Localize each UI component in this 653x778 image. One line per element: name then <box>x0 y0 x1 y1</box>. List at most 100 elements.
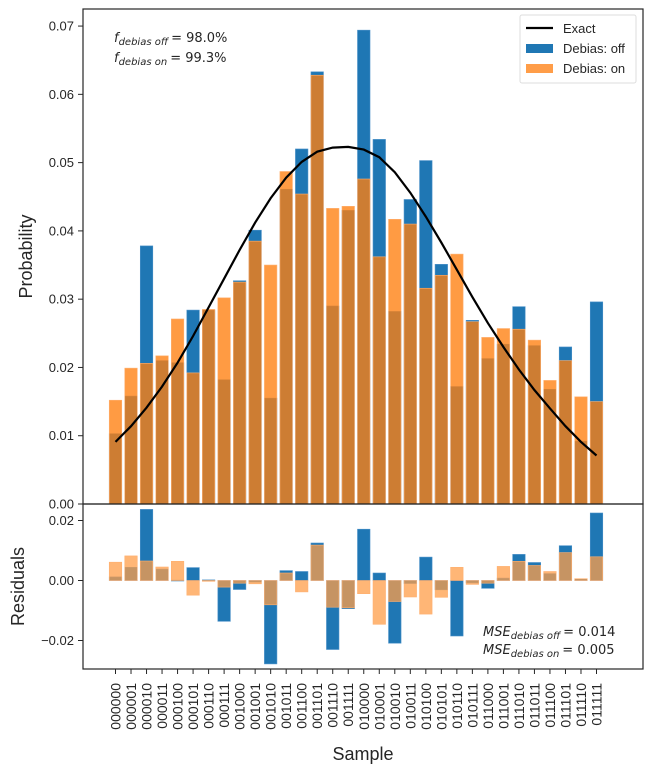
residual-debias-on-011101 <box>558 552 573 581</box>
residual-debias-off-010001 <box>372 572 386 581</box>
xtick-label-010110: 010110 <box>449 683 465 729</box>
residual-debias-on-010111 <box>465 580 479 585</box>
bar-debias-on-001011 <box>279 171 293 505</box>
xtick-label-011010: 011010 <box>511 683 527 729</box>
mse-off-value: = 0.014 <box>563 625 615 640</box>
residual-debias-on-000110 <box>202 580 216 582</box>
mse-on-base: MSE <box>483 643 511 658</box>
xtick-label-001111: 001111 <box>340 683 356 727</box>
xtick-label-001011: 001011 <box>278 683 294 729</box>
xtick-label-000100: 000100 <box>170 683 186 730</box>
bar-debias-on-001101 <box>310 74 324 505</box>
residual-debias-on-010100 <box>419 580 433 615</box>
mse-off-base: MSE <box>483 625 511 640</box>
bar-debias-on-001110 <box>326 208 340 505</box>
residual-debias-on-010000 <box>357 580 371 594</box>
xtick-label-000101: 000101 <box>185 683 201 730</box>
residual-debias-on-001011 <box>279 572 293 581</box>
legend-exact-label: Exact <box>563 21 596 36</box>
xtick-label-011001: 011001 <box>495 683 511 729</box>
bar-debias-on-010010 <box>388 218 402 505</box>
xtick-label-011100: 011100 <box>542 683 558 728</box>
mse-on-sub: debias on <box>511 649 560 660</box>
xtick-label-010011: 010011 <box>402 683 418 729</box>
legend-debias-off-label: Debias: off <box>563 41 625 56</box>
residual-debias-on-001010 <box>264 580 278 606</box>
bar-debias-on-000101 <box>186 372 200 505</box>
xtick-label-011011: 011011 <box>526 683 542 728</box>
residual-ytick-label: 0.00 <box>49 573 74 588</box>
main-ytick-label: 0.01 <box>49 428 74 443</box>
legend-debias-on-swatch <box>526 64 553 73</box>
residual-debias-on-001111 <box>341 580 355 609</box>
mse-off-text: MSEdebias off = 0.014 <box>483 625 615 642</box>
bar-debias-on-000010 <box>139 363 154 505</box>
residual-debias-on-001101 <box>310 544 324 581</box>
bar-debias-on-010101 <box>434 274 448 505</box>
residual-debias-on-000101 <box>186 580 200 596</box>
residual-debias-on-000011 <box>155 566 169 581</box>
bar-debias-on-010000 <box>357 178 371 505</box>
x-axis-label: Sample <box>332 744 393 764</box>
legend-debias-off-swatch <box>526 44 553 53</box>
residuals-axes-frame <box>82 503 644 670</box>
xtick-label-011101: 011101 <box>557 683 573 728</box>
residual-y-axis-ticks: −0.02 0.00 0.02 <box>41 513 83 648</box>
bar-debias-on-011000 <box>481 337 495 505</box>
xtick-label-001010: 001010 <box>263 683 279 730</box>
xtick-label-010000: 010000 <box>356 683 372 730</box>
residual-debias-on-001100 <box>295 580 309 593</box>
fidelity-off-sub: debias off <box>119 37 170 48</box>
main-ytick-label: 0.00 <box>49 497 74 512</box>
residual-debias-on-001110 <box>326 580 340 608</box>
residual-debias-on-010101 <box>434 580 448 598</box>
residual-debias-on-011011 <box>527 565 541 581</box>
xtick-label-000111: 000111 <box>216 683 232 728</box>
residual-debias-off-010100 <box>419 556 433 581</box>
xtick-label-000001: 000001 <box>123 683 139 730</box>
residual-debias-on-011100 <box>543 571 557 581</box>
residual-debias-on-000000 <box>108 561 123 581</box>
bar-debias-on-010111 <box>465 321 479 505</box>
main-ytick-label: 0.05 <box>49 155 74 170</box>
main-y-axis-label: Probability <box>16 214 36 298</box>
xtick-label-000110: 000110 <box>201 683 217 729</box>
xtick-label-001100: 001100 <box>294 683 310 729</box>
residuals-plot-panel: −0.020.000.02 000000 000001 000010 000011 00… <box>8 503 644 764</box>
xtick-label-001101: 001101 <box>309 683 325 729</box>
bar-debias-on-010001 <box>372 256 386 505</box>
residual-debias-on-010010 <box>388 580 402 602</box>
residual-debias-on-010110 <box>450 566 464 581</box>
bar-debias-on-011010 <box>512 328 526 505</box>
xtick-label-000011: 000011 <box>154 683 170 729</box>
main-ytick-label: 0.07 <box>49 19 74 34</box>
residual-debias-on-000111 <box>217 580 231 588</box>
fidelity-annotation: fdebias off = 98.0% fdebias on = 99.3% <box>114 31 227 68</box>
residual-debias-on-011000 <box>481 580 495 584</box>
bar-debias-on-000000 <box>108 399 123 505</box>
residual-debias-off-001100 <box>295 571 309 581</box>
xtick-label-000000: 000000 <box>108 683 124 730</box>
bar-debias-on-001001 <box>248 240 262 505</box>
residual-ytick-label: 0.02 <box>49 513 74 528</box>
residual-debias-on-010011 <box>403 580 417 598</box>
mse-on-value: = 0.005 <box>562 643 614 658</box>
main-ytick-label: 0.02 <box>49 360 74 375</box>
residual-debias-on-011111 <box>589 556 604 581</box>
legend: Exact Debias: off Debias: on <box>519 14 637 84</box>
xtick-label-001000: 001000 <box>232 683 248 730</box>
bar-debias-on-000111 <box>217 297 231 505</box>
residual-debias-on-010001 <box>372 580 386 625</box>
bar-debias-on-011011 <box>527 339 541 505</box>
residual-debias-on-000001 <box>124 555 138 581</box>
mse-on-text: MSEdebias on = 0.005 <box>483 643 615 660</box>
residual-debias-on-001001 <box>248 580 262 585</box>
residual-debias-on-001000 <box>233 580 247 584</box>
residual-ytick-label: −0.02 <box>41 633 74 648</box>
fidelity-on-base: f <box>114 51 121 66</box>
xtick-label-010010: 010010 <box>387 683 403 730</box>
bar-debias-on-001100 <box>295 193 309 505</box>
xtick-label-001001: 001001 <box>247 683 263 730</box>
bar-debias-on-011100 <box>543 380 557 505</box>
fidelity-off-value: = 98.0% <box>171 31 227 46</box>
